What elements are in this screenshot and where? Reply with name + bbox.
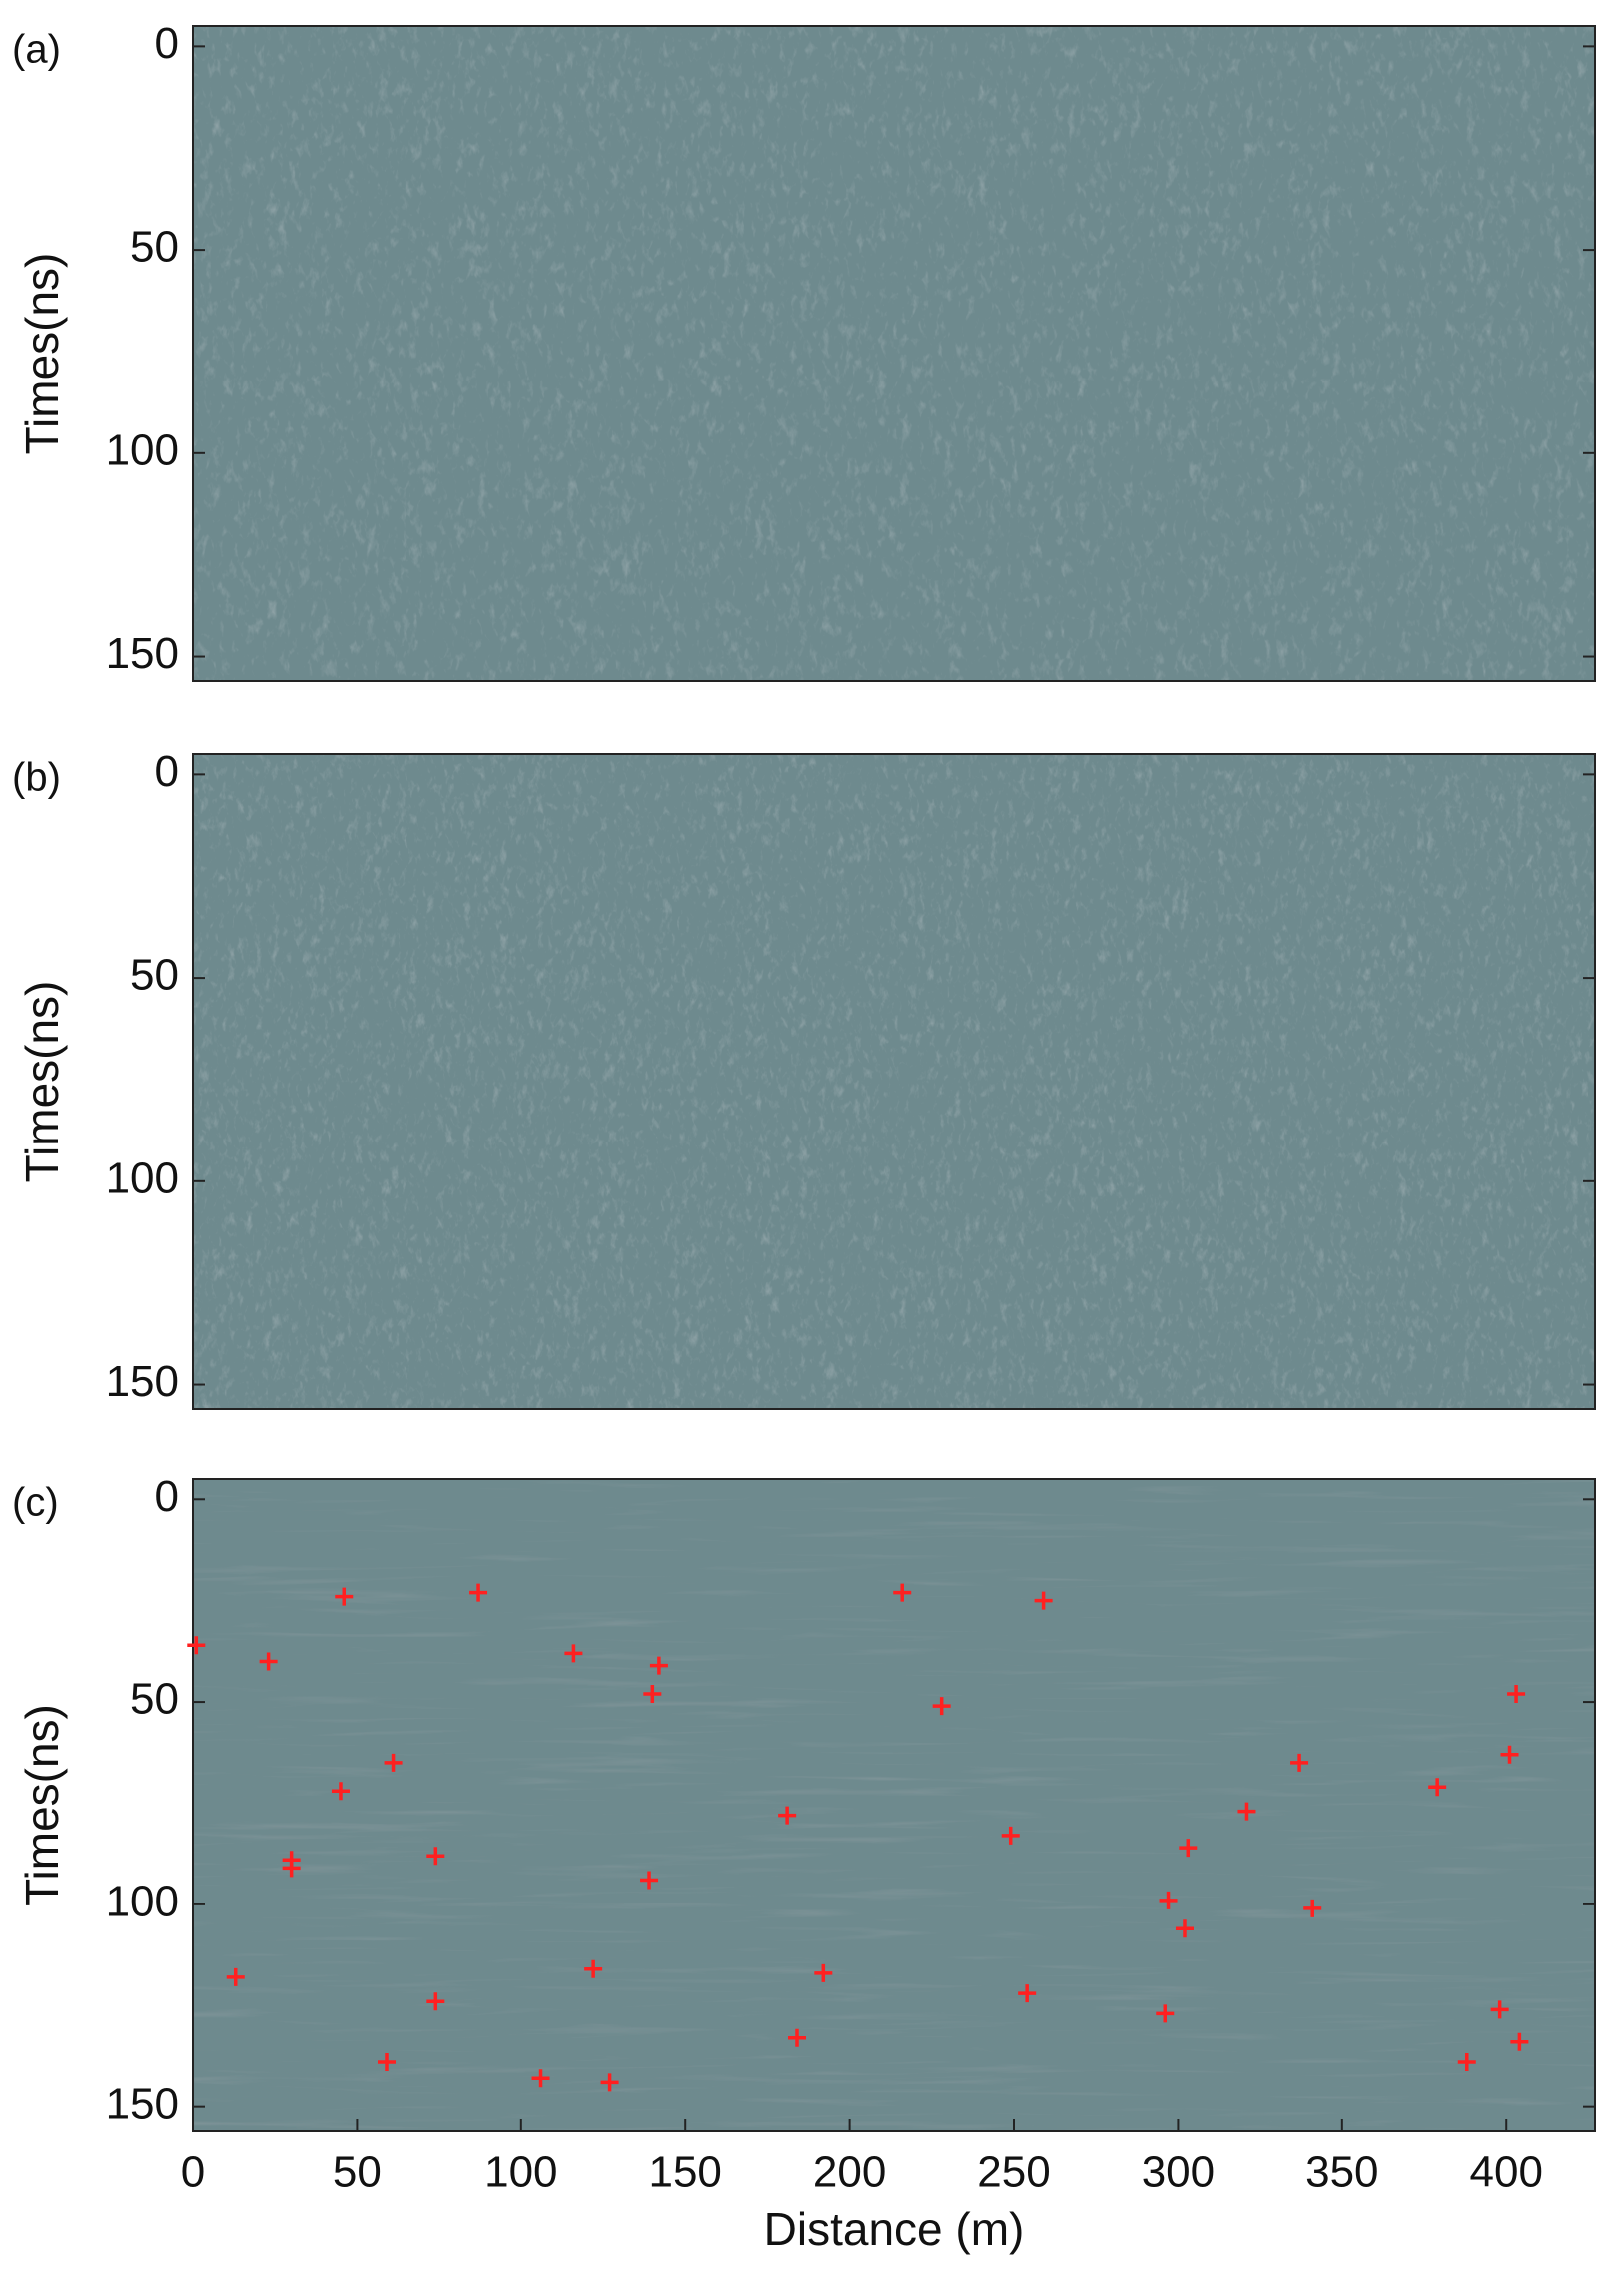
- point-marker: [1175, 1919, 1194, 1938]
- point-marker: [932, 1697, 951, 1716]
- point-marker: [1428, 1778, 1447, 1797]
- point-marker: [1490, 2000, 1509, 2019]
- x-tick-label: 350: [1305, 2148, 1378, 2197]
- y-tick-label: 100: [106, 1877, 179, 1925]
- point-marker: [469, 1583, 488, 1602]
- y-tick-label: 0: [155, 747, 179, 796]
- point-marker: [584, 1959, 603, 1978]
- x-tick-label: 150: [648, 2148, 721, 2197]
- y-tick-label: 0: [155, 19, 179, 68]
- point-marker: [1457, 2053, 1476, 2072]
- plot-frame: [192, 25, 1596, 682]
- point-marker: [331, 1782, 350, 1801]
- y-tick-label: 150: [106, 1357, 179, 1406]
- point-marker: [187, 1636, 206, 1655]
- y-tick-label: 50: [130, 223, 179, 272]
- panel-label: (a): [12, 28, 61, 72]
- point-marker: [335, 1587, 354, 1606]
- point-marker: [1156, 2004, 1175, 2023]
- y-axis-label: Times(ns): [16, 253, 68, 455]
- y-tick-label: 50: [130, 1675, 179, 1724]
- y-axis-label: Times(ns): [16, 1704, 68, 1906]
- point-marker: [377, 2053, 396, 2072]
- point-marker: [426, 1847, 445, 1866]
- point-marker: [1001, 1826, 1020, 1845]
- point-marker: [600, 2073, 619, 2092]
- y-tick-label: 0: [155, 1472, 179, 1521]
- point-marker: [282, 1859, 301, 1878]
- point-marker: [1237, 1802, 1256, 1821]
- y-tick-label: 150: [106, 2079, 179, 2128]
- point-marker: [564, 1644, 583, 1663]
- y-tick-label: 100: [106, 425, 179, 474]
- x-axis-label: Distance (m): [764, 2203, 1025, 2255]
- point-marker: [649, 1656, 668, 1675]
- point-marker: [893, 1583, 912, 1602]
- plot-frame: [192, 753, 1596, 1410]
- point-marker: [640, 1871, 659, 1890]
- point-marker: [1303, 1899, 1322, 1917]
- point-marker: [531, 2069, 550, 2088]
- y-tick-label: 150: [106, 629, 179, 678]
- radargram-texture: [193, 1479, 1595, 2131]
- y-tick-label: 50: [130, 951, 179, 1000]
- point-marker: [1159, 1891, 1178, 1909]
- point-marker: [1018, 1984, 1037, 2003]
- x-tick-label: 300: [1142, 2148, 1215, 2197]
- x-tick-label: 250: [977, 2148, 1050, 2197]
- y-tick-label: 100: [106, 1153, 179, 1202]
- point-marker: [1179, 1839, 1198, 1858]
- point-marker: [1507, 1684, 1526, 1703]
- x-tick-label: 50: [333, 2148, 382, 2197]
- point-marker: [778, 1806, 797, 1825]
- point-marker: [814, 1963, 833, 1982]
- x-tick-label: 200: [813, 2148, 886, 2197]
- point-marker: [384, 1753, 403, 1772]
- panel-label: (b): [12, 756, 61, 800]
- point-marker: [1034, 1591, 1053, 1610]
- y-axis-label: Times(ns): [16, 981, 68, 1183]
- point-marker: [426, 1992, 445, 2011]
- plot-frame: [192, 1478, 1596, 2132]
- panel-label: (c): [12, 1481, 59, 1525]
- point-marker: [1290, 1753, 1309, 1772]
- point-marker: [1510, 2032, 1529, 2051]
- point-marker: [1500, 1745, 1519, 1764]
- x-tick-label: 100: [484, 2148, 557, 2197]
- point-marker: [226, 1967, 245, 1986]
- x-tick-label: 0: [181, 2148, 205, 2197]
- point-marker: [788, 2028, 807, 2047]
- radargram-texture: [193, 754, 1595, 1409]
- radargram-texture: [193, 26, 1595, 681]
- point-marker: [643, 1684, 662, 1703]
- x-tick-label: 400: [1470, 2148, 1543, 2197]
- point-marker: [259, 1652, 278, 1671]
